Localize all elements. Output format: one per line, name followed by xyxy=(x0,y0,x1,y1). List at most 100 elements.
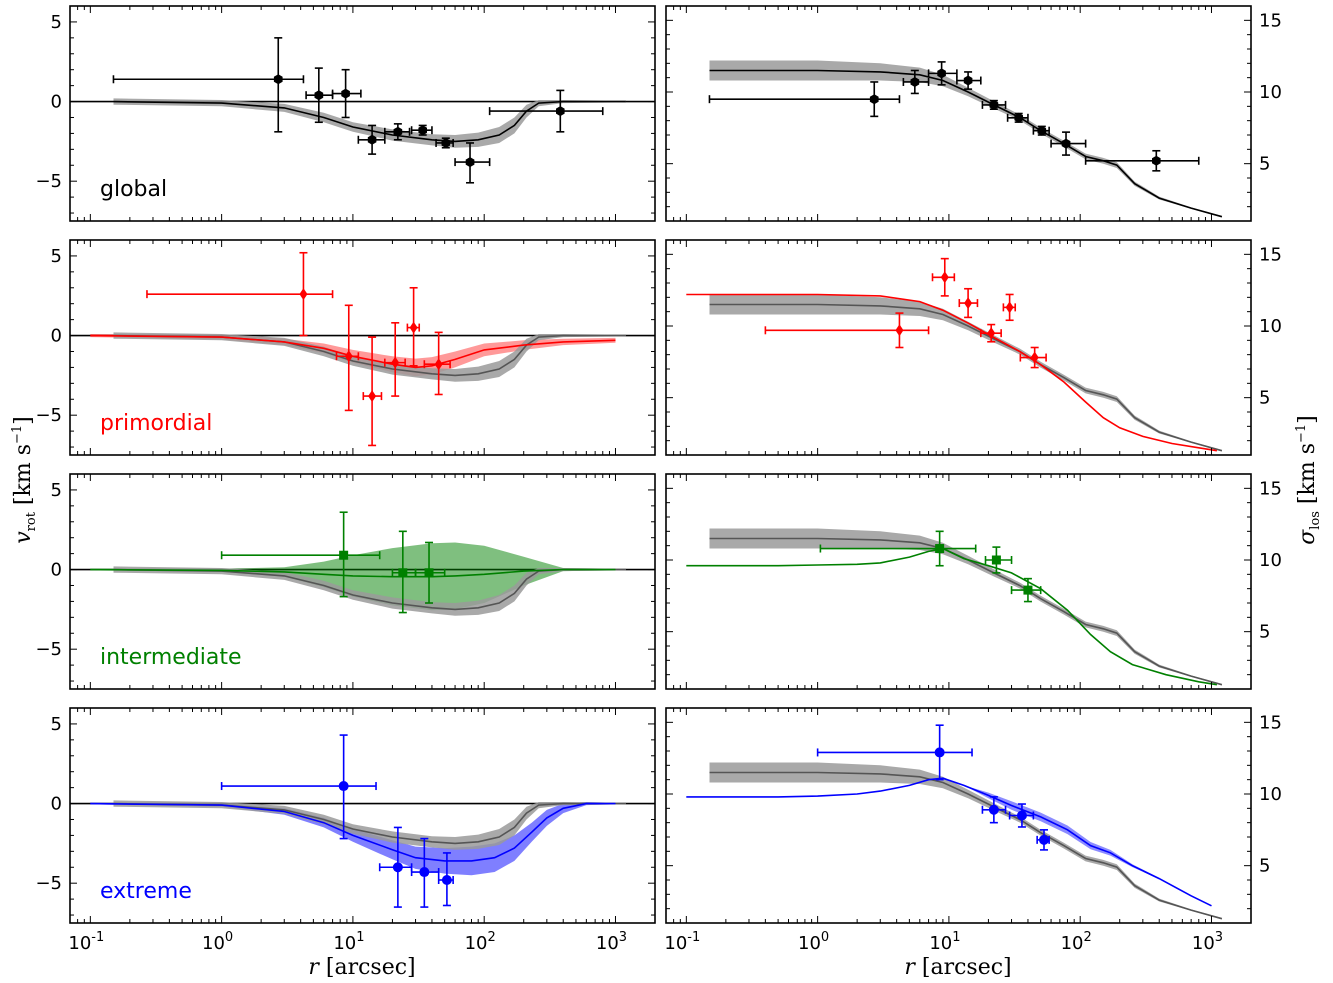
panel-frame xyxy=(665,473,1252,690)
ytick-label: 5 xyxy=(51,246,62,267)
panel-intermediate-sigma: 5 10 15 xyxy=(665,473,1282,690)
marker-diamond xyxy=(409,321,418,334)
data-point xyxy=(423,331,451,396)
ytick-label: −5 xyxy=(35,639,62,660)
data-point xyxy=(956,71,982,90)
xtick-label: 102 xyxy=(465,930,496,954)
marker-hexagon xyxy=(393,126,403,137)
data-point xyxy=(331,68,362,119)
marker-hexagon xyxy=(1037,125,1047,136)
ytick-label: 0 xyxy=(51,560,62,581)
panel-plot-area xyxy=(686,724,1223,920)
marker-circle xyxy=(1016,810,1027,821)
marker-hexagon xyxy=(341,88,350,99)
marker-diamond xyxy=(1030,351,1039,364)
xtick-label: 102 xyxy=(1061,930,1092,954)
data-point xyxy=(1050,131,1087,156)
marker-square xyxy=(398,568,408,578)
ytick-label: 0 xyxy=(51,794,62,815)
ytick-label: 5 xyxy=(1259,388,1270,409)
ytick-label: 10 xyxy=(1259,784,1282,805)
marker-hexagon xyxy=(441,138,451,148)
marker-diamond xyxy=(940,271,949,284)
panel-frame xyxy=(69,707,656,924)
panel-frame xyxy=(665,5,1252,222)
marker-diamond xyxy=(299,288,308,301)
panel-global-sigma: 5 10 15 xyxy=(665,5,1282,222)
marker-diamond xyxy=(368,390,377,403)
data-point xyxy=(435,137,454,149)
panel-plot-area xyxy=(708,60,1223,218)
marker-hexagon xyxy=(273,74,283,85)
data-point xyxy=(1019,346,1047,369)
data-point xyxy=(984,546,1013,574)
marker-circle xyxy=(338,781,349,792)
marker-diamond xyxy=(1005,301,1014,314)
marker-hexagon xyxy=(989,99,999,110)
xtick-label: 100 xyxy=(202,930,233,954)
model-line-grey xyxy=(113,334,626,377)
xtick-label-base: 10 xyxy=(1061,933,1084,954)
xlabel-left: r [arcsec] xyxy=(308,955,415,980)
marker-circle xyxy=(988,804,999,815)
marker-diamond xyxy=(434,358,443,371)
data-point xyxy=(410,837,440,908)
marker-hexagon xyxy=(937,68,946,79)
model-line-grey xyxy=(709,771,1223,920)
panel-plot-area xyxy=(70,37,655,184)
xtick-label-base: 10 xyxy=(798,933,821,954)
marker-circle xyxy=(392,862,403,873)
marker-circle xyxy=(441,875,452,885)
data-point xyxy=(819,530,977,567)
ylabel-left: vrot [km s−1] xyxy=(10,416,39,544)
marker-circle xyxy=(419,867,430,878)
data-point xyxy=(1008,803,1035,828)
panel-plot-area xyxy=(70,511,655,616)
marker-diamond xyxy=(344,350,353,363)
data-point xyxy=(220,734,377,840)
xlabel-right: r [arcsec] xyxy=(904,955,1011,980)
panel-label-global: global xyxy=(100,177,167,202)
xtick-label-exp: 3 xyxy=(619,930,627,945)
xtick-label-base: 10 xyxy=(68,933,91,954)
data-point xyxy=(816,724,973,781)
ytick-label: 15 xyxy=(1259,10,1282,31)
panel-frame xyxy=(69,473,656,690)
marker-diamond xyxy=(964,297,973,310)
marker-hexagon xyxy=(556,106,565,117)
data-point xyxy=(1036,829,1050,851)
panel-primordial-sigma: 5 10 15 xyxy=(665,239,1282,456)
ytick-label: 5 xyxy=(51,480,62,501)
model-line-grey xyxy=(113,100,626,143)
ytick-label: 5 xyxy=(51,714,62,735)
data-point xyxy=(220,511,381,598)
panel-primordial-vrot: −5 0 5 primordial xyxy=(35,239,656,456)
panel-label-primordial: primordial xyxy=(100,411,212,436)
data-point xyxy=(410,124,433,136)
data-point xyxy=(764,312,930,349)
marker-hexagon xyxy=(963,75,973,86)
ytick-label: 15 xyxy=(1259,712,1282,733)
marker-hexagon xyxy=(1152,155,1161,166)
data-point xyxy=(357,124,386,155)
marker-hexagon xyxy=(1014,112,1023,123)
data-point xyxy=(1002,293,1017,322)
data-point xyxy=(902,69,930,95)
xtick-label-base: 10 xyxy=(929,933,952,954)
model-band-grey xyxy=(709,528,1222,686)
xtick-label-base: 10 xyxy=(333,933,356,954)
xtick-label-base: 10 xyxy=(1192,933,1215,954)
panel-plot-area xyxy=(686,257,1223,452)
data-point xyxy=(708,81,901,118)
panel-plot-area xyxy=(686,528,1223,686)
marker-circle xyxy=(1038,834,1049,845)
data-point xyxy=(958,287,979,319)
data-point xyxy=(112,37,305,133)
panel-plot-area xyxy=(70,734,655,908)
marker-square xyxy=(424,568,434,578)
data-point xyxy=(454,142,491,184)
model-line-color xyxy=(686,777,1212,907)
ytick-label: 10 xyxy=(1259,82,1282,103)
